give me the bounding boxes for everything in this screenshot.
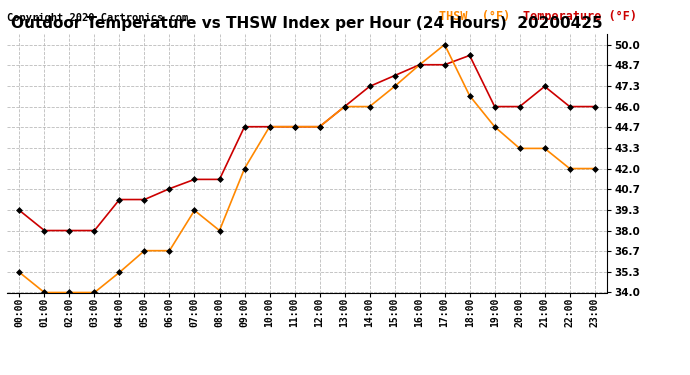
Text: Temperature (°F): Temperature (°F)	[523, 10, 637, 23]
Title: Outdoor Temperature vs THSW Index per Hour (24 Hours)  20200425: Outdoor Temperature vs THSW Index per Ho…	[11, 16, 603, 31]
Text: Copyright 2020 Cartronics.com: Copyright 2020 Cartronics.com	[7, 13, 188, 23]
Text: THSW  (°F): THSW (°F)	[439, 10, 511, 23]
